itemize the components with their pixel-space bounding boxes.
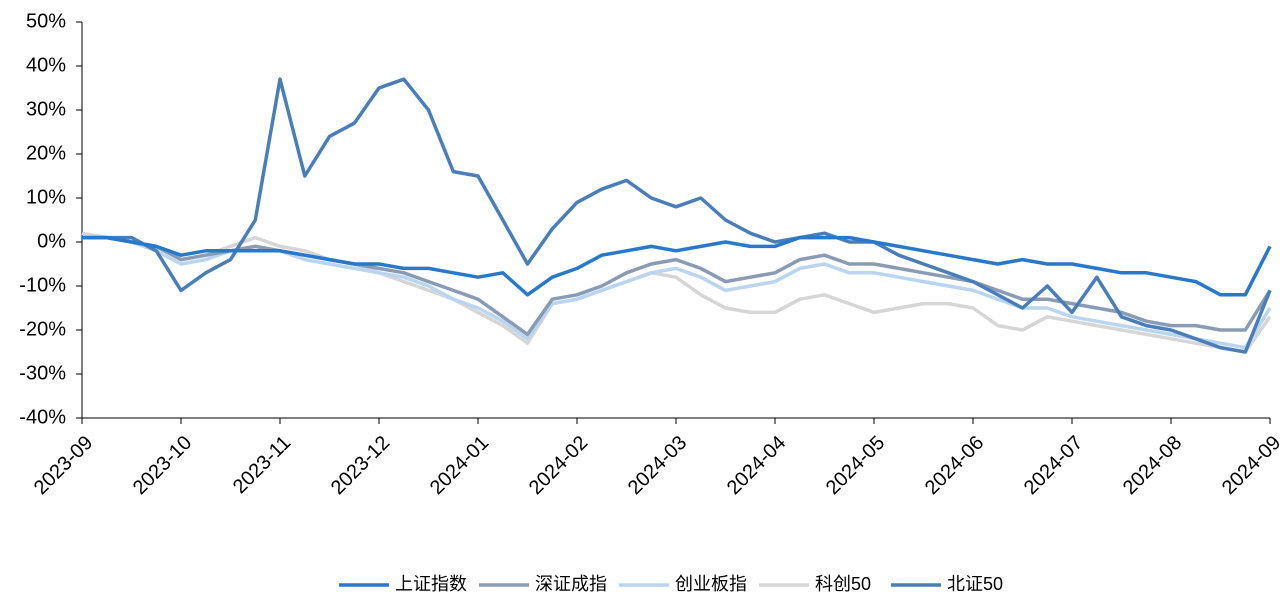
legend-label: 北证50: [947, 574, 1003, 594]
y-tick-label: 50%: [26, 10, 66, 32]
x-tick-label: 2024-05: [822, 432, 889, 499]
legend-label: 上证指数: [395, 574, 467, 594]
x-tick-label: 2024-08: [1119, 432, 1186, 499]
y-tick-label: -20%: [19, 318, 66, 340]
series-line: [81, 231, 1272, 354]
x-tick-label: 2024-04: [723, 432, 790, 499]
x-tick-label: 2023-12: [327, 432, 394, 499]
legend-label: 深证成指: [535, 574, 607, 594]
x-tick-label: 2024-03: [624, 432, 691, 499]
y-tick-label: 20%: [26, 142, 66, 164]
x-tick-label: 2023-11: [229, 432, 295, 498]
y-tick-label: -10%: [19, 274, 66, 296]
legend-label: 科创50: [815, 574, 871, 594]
series-line: [82, 235, 1272, 350]
x-tick-label: 2023-09: [30, 432, 97, 499]
x-tick-label: 2023-10: [129, 432, 196, 499]
x-tick-label: 2024-06: [921, 432, 988, 499]
x-tick-label: 2024-07: [1020, 432, 1087, 499]
legend-label: 创业板指: [675, 574, 747, 594]
x-tick-label: 2024-09: [1218, 432, 1282, 499]
y-tick-label: 30%: [26, 98, 66, 120]
x-tick-label: 2024-01: [426, 432, 493, 499]
y-tick-label: -30%: [19, 362, 66, 384]
y-tick-label: 10%: [26, 186, 66, 208]
y-tick-label: 0%: [37, 230, 66, 252]
y-tick-label: 40%: [26, 54, 66, 76]
series-line: [82, 77, 1272, 354]
x-tick-label: 2024-02: [525, 432, 592, 499]
y-tick-label: -40%: [19, 406, 66, 428]
series-line: [82, 235, 1272, 297]
